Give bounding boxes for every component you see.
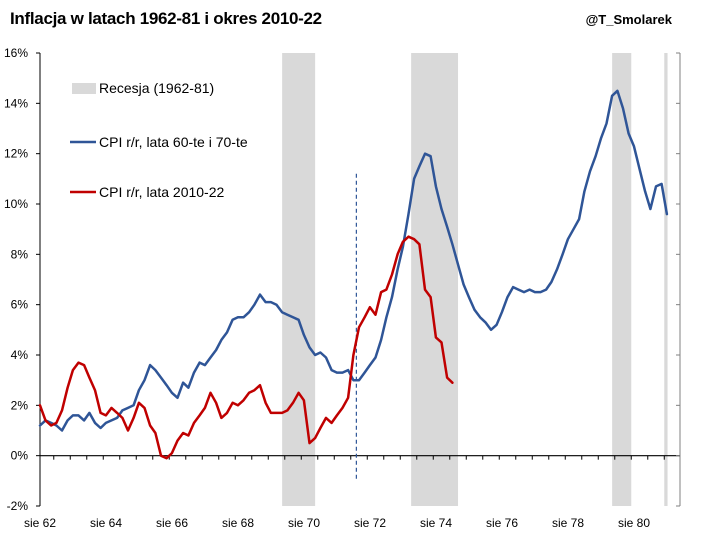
y-tick-label: -2% [7, 499, 29, 513]
recession-bands [282, 53, 668, 506]
y-tick-label: 16% [4, 46, 28, 60]
y-tick-label: 14% [4, 96, 28, 110]
x-tick-label: sie 64 [90, 516, 122, 530]
x-tick-label: sie 66 [156, 516, 188, 530]
legend-recession-swatch [72, 83, 96, 94]
series-lines [38, 89, 669, 460]
legend: Recesja (1962-81) CPI r/r, lata 60-te i 7… [70, 80, 248, 200]
author-handle: @T_Smolarek [585, 12, 672, 27]
y-tick-label: 6% [11, 298, 29, 312]
y-tick-label: 8% [11, 247, 29, 261]
x-tick-label: sie 72 [354, 516, 386, 530]
y-tick-label: 10% [4, 197, 28, 211]
x-tick-label: sie 70 [288, 516, 320, 530]
legend-label-0: CPI r/r, lata 60-te i 70-te [99, 134, 248, 150]
recession-band-3 [664, 53, 668, 506]
chart-title: Inflacja w latach 1962-81 i okres 2010-2… [10, 9, 322, 28]
y-tick-label: 2% [11, 398, 29, 412]
axes: -2% 0% 2% 4% 6% 8% 10% 12% 14% 16% sie 62 sie 64 sie… [4, 46, 681, 530]
x-tick-label: sie 62 [24, 516, 56, 530]
x-tick-label: sie 68 [222, 516, 254, 530]
x-tick-label: sie 80 [618, 516, 650, 530]
recession-band-2 [612, 53, 632, 506]
y-tick-label: 0% [11, 449, 29, 463]
y-tick-label: 4% [11, 348, 29, 362]
x-tick-label: sie 74 [420, 516, 452, 530]
recession-band-0 [282, 53, 316, 506]
legend-recession-label: Recesja (1962-81) [99, 80, 214, 96]
y-tick-label: 12% [4, 147, 28, 161]
legend-label-1: CPI r/r, lata 2010-22 [99, 184, 225, 200]
series-line-0 [38, 89, 669, 432]
series-line-1 [38, 235, 454, 460]
recession-band-1 [411, 53, 459, 506]
x-tick-label: sie 78 [552, 516, 584, 530]
x-tick-label: sie 76 [486, 516, 518, 530]
